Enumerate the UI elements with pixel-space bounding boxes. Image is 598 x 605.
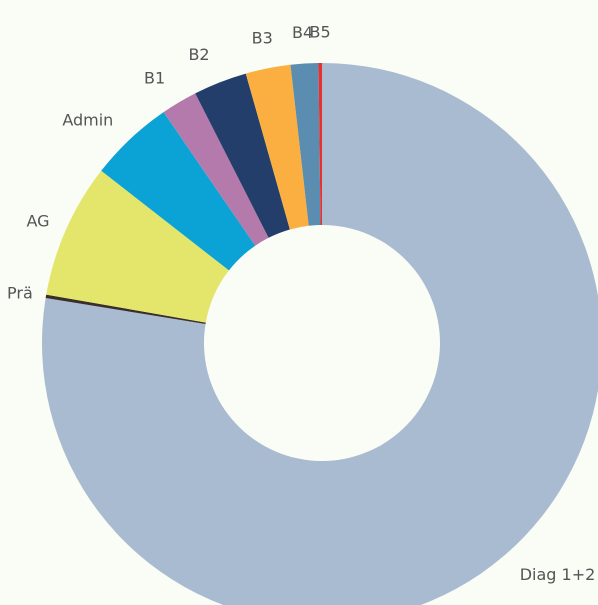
slice-label: B5 <box>309 23 330 42</box>
slice-label: Diag 1+2 <box>520 565 596 584</box>
slice-label: B3 <box>252 29 273 48</box>
donut-slice <box>42 63 598 605</box>
donut-slice <box>46 170 229 323</box>
slice-label: B2 <box>188 45 209 64</box>
donut-slice <box>195 73 290 238</box>
donut-slice <box>318 63 322 226</box>
slice-label: B1 <box>144 68 165 87</box>
donut-slice <box>101 112 256 271</box>
slice-label: Prä <box>7 284 33 303</box>
slice-label: Admin <box>62 111 113 130</box>
donut-slice <box>163 93 269 246</box>
donut-slice <box>45 294 206 325</box>
slice-label: B4 <box>292 23 313 42</box>
donut-slice <box>245 64 309 230</box>
slice-label: AG <box>27 211 50 230</box>
donut-slice <box>290 63 321 226</box>
